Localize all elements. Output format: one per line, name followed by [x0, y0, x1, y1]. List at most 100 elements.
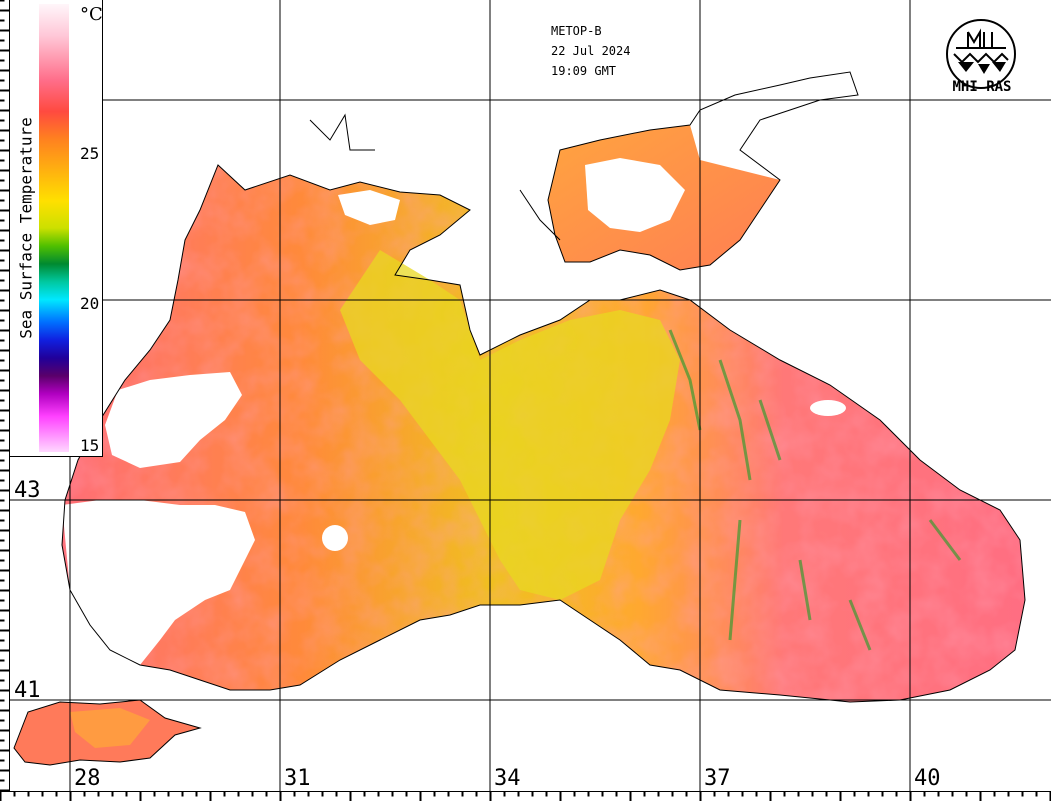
ruler-tick: [783, 791, 786, 797]
ruler-tick: [685, 791, 688, 797]
longitude-label-40: 40: [914, 766, 941, 791]
ruler-tick: [0, 239, 5, 242]
ruler-tick: [0, 349, 10, 352]
ruler-tick: [265, 791, 268, 797]
ruler-tick: [0, 509, 10, 512]
ruler-tick: [0, 619, 5, 622]
ruler-tick: [0, 759, 5, 762]
ruler-tick: [0, 89, 10, 92]
ruler-tick: [0, 629, 10, 632]
ruler-tick: [461, 791, 464, 797]
ruler-tick: [0, 429, 10, 432]
longitude-label-28: 28: [74, 766, 101, 791]
legend-tick-20: 20: [80, 294, 100, 313]
ruler-tick: [321, 791, 324, 797]
ruler-tick: [279, 791, 282, 801]
ruler-tick: [867, 791, 870, 797]
ruler-tick: [363, 791, 366, 797]
ruler-tick: [671, 791, 674, 797]
green-fronts: [668, 329, 962, 651]
mhi-ras-logo-icon: [946, 19, 1016, 89]
ruler-tick: [0, 259, 5, 262]
temperature-colorbar: [39, 4, 69, 452]
ruler-tick: [0, 269, 10, 272]
ruler-tick: [965, 791, 968, 797]
ruler-tick: [0, 279, 5, 282]
marmara-coastline: [13, 699, 202, 766]
ruler-tick: [0, 9, 10, 12]
ruler-tick: [0, 729, 10, 732]
ruler-tick: [349, 791, 352, 801]
ruler-tick: [699, 791, 702, 801]
ruler-tick: [0, 69, 10, 72]
ruler-tick: [909, 791, 912, 801]
ruler-tick: [153, 791, 156, 797]
ruler-tick: [0, 519, 5, 522]
cloud-patch-northwest: [105, 372, 242, 468]
ruler-tick: [993, 791, 996, 797]
ruler-tick: [0, 389, 10, 392]
latitude-label-43: 43: [14, 478, 41, 503]
ruler-tick: [475, 791, 478, 797]
acquisition-time: 19:09 GMT: [551, 64, 617, 78]
ruler-tick: [0, 609, 10, 612]
ruler-tick: [0, 189, 10, 192]
ruler-tick: [223, 791, 226, 797]
ruler-tick: [181, 791, 184, 797]
ruler-tick: [839, 791, 842, 801]
ruler-tick: [0, 439, 5, 442]
ruler-tick: [937, 791, 940, 797]
ruler-tick: [0, 229, 10, 232]
ruler-tick: [0, 329, 10, 332]
satellite-name: METOP-B: [551, 24, 602, 38]
ruler-tick: [0, 539, 5, 542]
ruler-tick: [0, 479, 5, 482]
latitude-scale-ruler: [0, 0, 10, 801]
ruler-tick: [13, 791, 16, 797]
ruler-tick: [0, 659, 5, 662]
ruler-tick: [405, 791, 408, 797]
ruler-tick: [1007, 791, 1010, 797]
ruler-tick: [0, 199, 5, 202]
ruler-tick: [0, 49, 10, 52]
ruler-tick: [517, 791, 520, 797]
ruler-tick: [923, 791, 926, 797]
ruler-tick: [601, 791, 604, 797]
ruler-tick: [0, 499, 5, 502]
ruler-tick: [755, 791, 758, 797]
ruler-tick: [0, 309, 10, 312]
ruler-tick: [0, 449, 10, 452]
ruler-tick: [853, 791, 856, 797]
cloud-patch-west: [62, 500, 255, 665]
ruler-tick: [0, 409, 10, 412]
ruler-tick: [27, 791, 30, 797]
ruler-tick: [0, 579, 5, 582]
ruler-tick: [0, 779, 5, 782]
ruler-tick: [0, 549, 10, 552]
ruler-tick: [881, 791, 884, 797]
ruler-tick: [237, 791, 240, 797]
ruler-tick: [0, 489, 10, 492]
ruler-tick: [0, 459, 5, 462]
ruler-tick: [0, 791, 2, 801]
ruler-tick: [125, 791, 128, 797]
ruler-tick: [0, 39, 5, 42]
longitude-label-31: 31: [284, 766, 311, 791]
ruler-tick: [0, 339, 5, 342]
ruler-tick: [0, 79, 5, 82]
ruler-tick: [629, 791, 632, 801]
ruler-tick: [545, 791, 548, 797]
ruler-tick: [615, 791, 618, 797]
ruler-tick: [83, 791, 86, 797]
azov-coastline: [547, 71, 859, 271]
ruler-tick: [0, 179, 5, 182]
ruler-tick: [0, 649, 10, 652]
ruler-tick: [251, 791, 254, 797]
crimea-isthmus-coastline: [309, 113, 561, 241]
ruler-tick: [0, 319, 5, 322]
ruler-tick: [195, 791, 198, 797]
ruler-tick: [0, 159, 5, 162]
organization-label: MHI RAS: [952, 79, 1012, 95]
ruler-tick: [0, 749, 10, 752]
